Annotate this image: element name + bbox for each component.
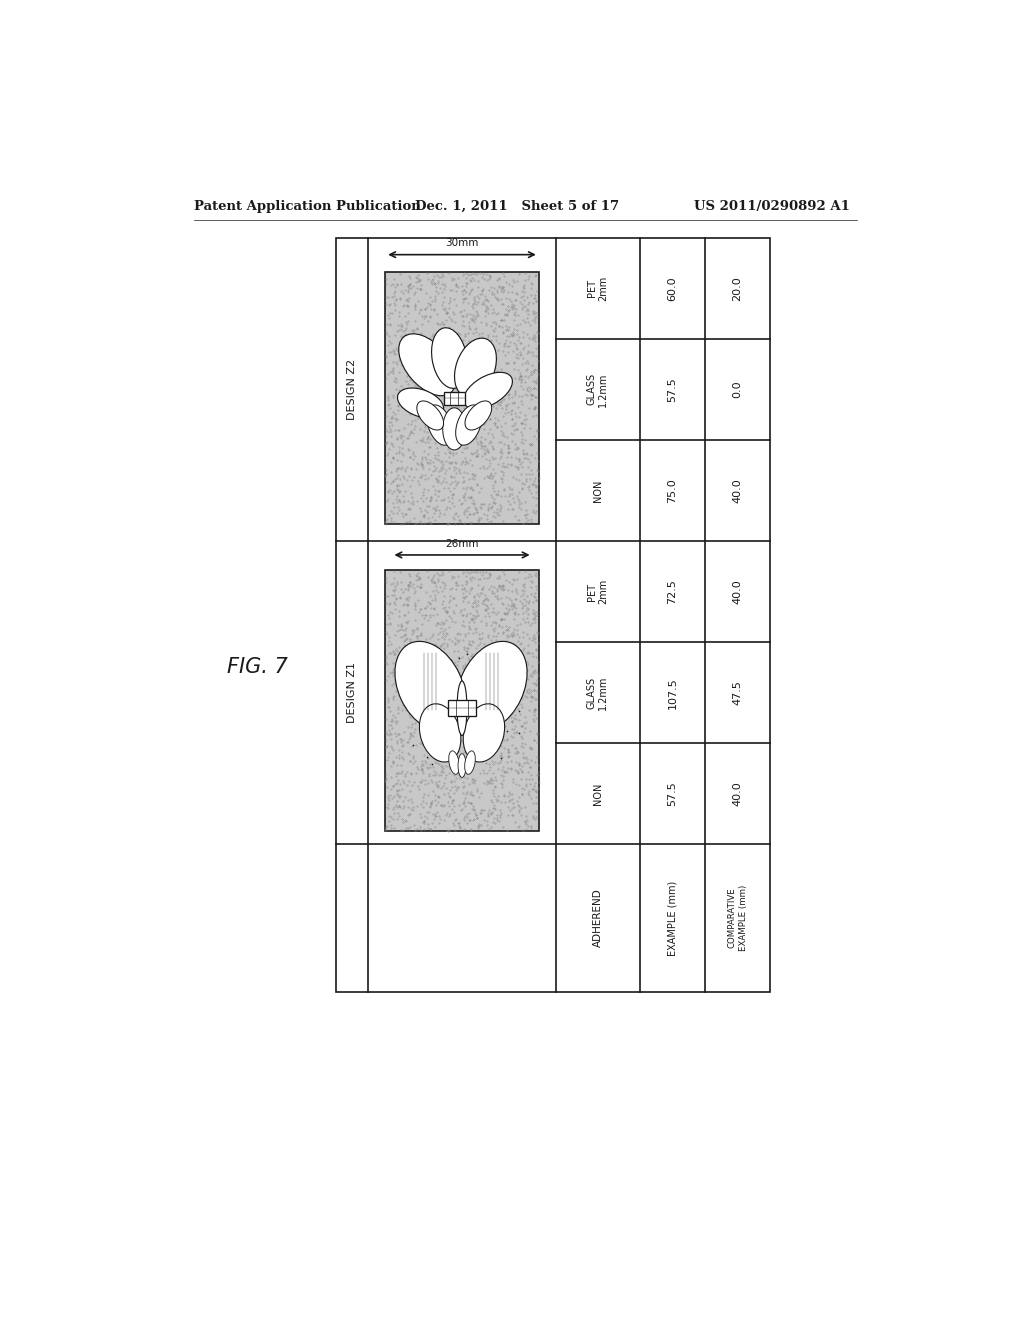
Text: 57.5: 57.5	[668, 378, 678, 401]
Ellipse shape	[417, 401, 443, 430]
Text: COMPARATIVE
EXAMPLE (mm): COMPARATIVE EXAMPLE (mm)	[727, 884, 748, 952]
Ellipse shape	[458, 754, 466, 777]
Text: 40.0: 40.0	[732, 781, 742, 807]
Ellipse shape	[463, 704, 505, 762]
Ellipse shape	[457, 681, 467, 735]
Text: ADHEREND: ADHEREND	[593, 888, 603, 948]
Text: 72.5: 72.5	[668, 579, 678, 605]
Ellipse shape	[442, 408, 466, 450]
Ellipse shape	[395, 642, 465, 731]
Bar	[385, 570, 539, 830]
Ellipse shape	[397, 388, 443, 418]
Ellipse shape	[464, 372, 512, 409]
Text: 26mm: 26mm	[445, 539, 479, 549]
Ellipse shape	[456, 405, 481, 445]
Ellipse shape	[465, 751, 475, 775]
Bar	[449, 701, 476, 715]
Ellipse shape	[455, 338, 497, 397]
Bar	[385, 272, 539, 524]
Text: DESIGN Z1: DESIGN Z1	[347, 663, 357, 723]
Text: 60.0: 60.0	[668, 276, 678, 301]
Text: 20.0: 20.0	[732, 276, 742, 301]
Text: PET
2mm: PET 2mm	[587, 276, 608, 301]
Text: 30mm: 30mm	[445, 239, 478, 248]
Text: NON: NON	[593, 783, 603, 805]
Text: 40.0: 40.0	[732, 478, 742, 503]
Ellipse shape	[465, 401, 492, 430]
Text: EXAMPLE (mm): EXAMPLE (mm)	[668, 880, 678, 956]
Ellipse shape	[431, 327, 467, 388]
Text: 0.0: 0.0	[732, 380, 742, 399]
Bar	[336, 238, 770, 991]
Text: GLASS
1.2mm: GLASS 1.2mm	[587, 676, 608, 710]
Text: Dec. 1, 2011   Sheet 5 of 17: Dec. 1, 2011 Sheet 5 of 17	[415, 199, 618, 213]
Bar	[443, 392, 465, 405]
Text: 57.5: 57.5	[668, 781, 678, 807]
Ellipse shape	[427, 405, 453, 445]
Ellipse shape	[449, 751, 460, 775]
Text: PET
2mm: PET 2mm	[587, 579, 608, 605]
Ellipse shape	[420, 704, 461, 762]
Text: 75.0: 75.0	[668, 478, 678, 503]
Text: 40.0: 40.0	[732, 579, 742, 605]
Text: FIG. 7: FIG. 7	[227, 656, 288, 677]
Ellipse shape	[398, 334, 456, 396]
Text: US 2011/0290892 A1: US 2011/0290892 A1	[693, 199, 850, 213]
Text: DESIGN Z2: DESIGN Z2	[347, 359, 357, 420]
Text: NON: NON	[593, 479, 603, 502]
Ellipse shape	[457, 642, 527, 731]
Text: 107.5: 107.5	[668, 677, 678, 709]
Text: 47.5: 47.5	[732, 680, 742, 705]
Text: GLASS
1.2mm: GLASS 1.2mm	[587, 372, 608, 407]
Text: Patent Application Publication: Patent Application Publication	[194, 199, 421, 213]
